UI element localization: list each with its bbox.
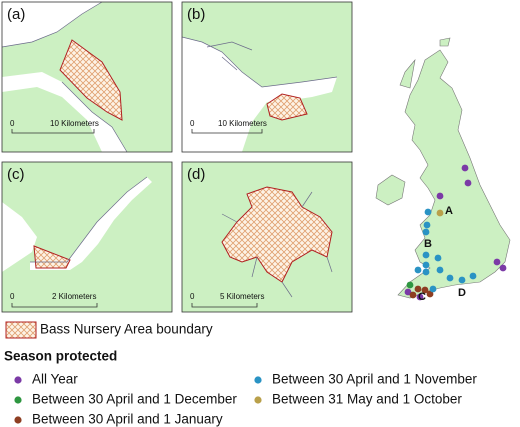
site-dot [458,276,466,284]
site-dot [436,192,444,200]
map-label: B [424,238,432,250]
site-dot [414,266,422,274]
scale-end: 10 Kilometers [50,119,99,128]
scale-start: 0 [190,292,195,301]
site-dot [406,281,414,289]
site-dot [422,228,430,236]
legend-label: Between 30 April and 1 November [272,372,477,387]
site-dot [423,221,431,229]
site-dot [421,286,429,294]
panel-label: (a) [7,6,25,23]
legend-dot [254,396,262,404]
uk-map: A B C D [375,37,511,303]
panel-label: (b) [187,6,205,23]
map-label: C [418,291,426,303]
site-dot [464,179,472,187]
site-dot [461,164,469,172]
boundary-swatch [5,321,37,339]
panel-label: (d) [187,166,205,183]
legend-title: Season protected [4,349,117,364]
site-dot [429,285,437,293]
map-label: A [445,205,453,217]
site-dot [422,268,430,276]
site-dot [436,209,444,217]
site-dot [422,251,430,259]
legend-dot [254,376,262,384]
scale-end: 10 Kilometers [218,119,267,128]
legend-dot [14,396,22,404]
boundary-label: Bass Nursery Area boundary [40,322,213,337]
scale-start: 0 [190,119,195,128]
panel-a: (a) 0 10 Kilometers [1,1,173,153]
legend-label: Between 30 April and 1 December [32,392,237,407]
scale-end: 5 Kilometers [220,292,264,301]
map-label: D [458,287,466,299]
panel-d: (d) 0 5 Kilometers [181,161,353,313]
site-dot [469,272,477,280]
legend-label: Between 30 April and 1 January [32,412,223,427]
site-dot [493,258,501,266]
site-dot [434,254,442,262]
scale-end: 2 Kilometers [52,292,96,301]
site-dot [424,208,432,216]
panel-c: (c) 0 2 Kilometers [1,161,173,313]
legend-label: All Year [32,372,78,387]
site-dot [446,274,454,282]
legend-dot [14,416,22,424]
site-dot [436,266,444,274]
site-dot [499,264,507,272]
site-dot [426,290,434,298]
legend-dot [14,376,22,384]
legend-label: Between 31 May and 1 October [272,392,462,407]
site-dot [414,285,422,293]
site-dot [416,293,424,301]
scale-start: 0 [10,292,15,301]
legend: Bass Nursery Area boundary Season protec… [4,321,477,427]
panel-label: (c) [7,166,25,183]
site-dot [409,291,417,299]
site-dot [404,288,412,296]
panel-b: (b) 0 10 Kilometers [181,1,353,153]
scale-start: 0 [10,119,15,128]
site-dot [422,261,430,269]
